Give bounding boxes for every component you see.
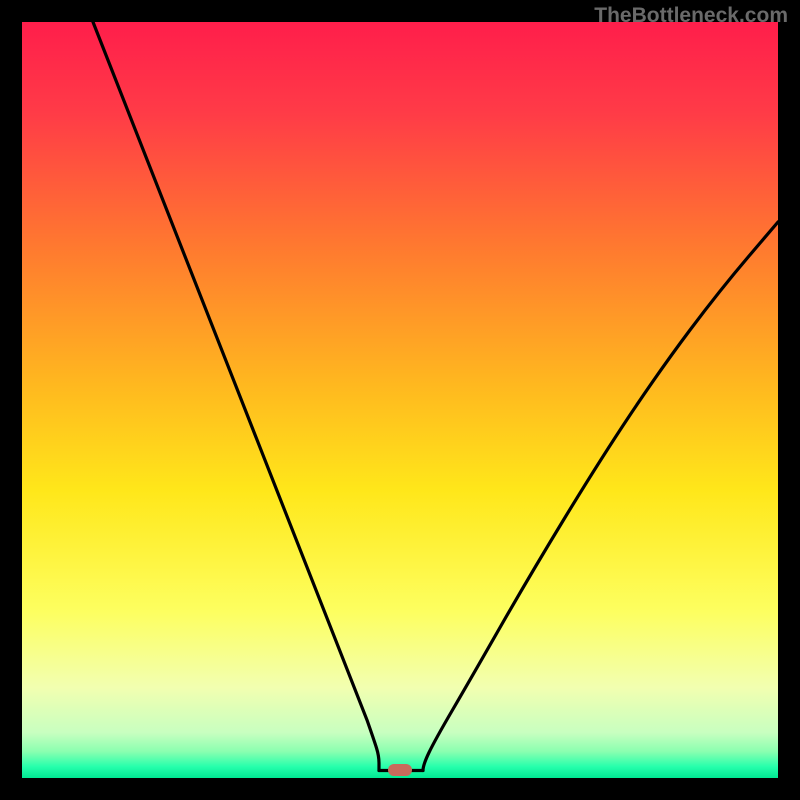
minimum-marker [388, 764, 412, 776]
bottleneck-chart [0, 0, 800, 800]
chart-background [22, 22, 778, 778]
chart-container: TheBottleneck.com [0, 0, 800, 800]
watermark-text: TheBottleneck.com [594, 4, 788, 28]
